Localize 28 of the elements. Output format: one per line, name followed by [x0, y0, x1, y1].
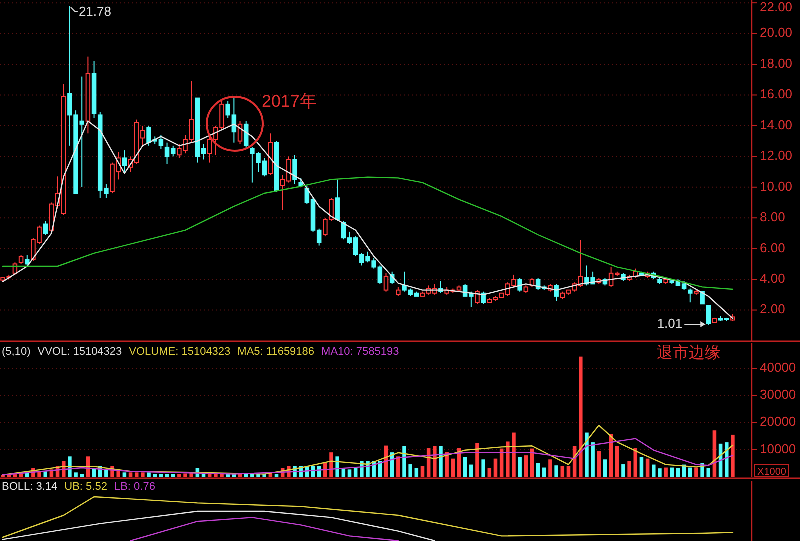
y-tick-label: 20000: [760, 414, 796, 430]
annotation: 1.01: [657, 316, 683, 331]
annotation: VVOL: 15104323: [38, 346, 122, 358]
y-tick-label: 6.00: [760, 240, 786, 256]
y-tick-label: 12.00: [760, 148, 793, 164]
annotation: 21.78: [78, 4, 112, 19]
y-axis-title: X1000: [758, 467, 787, 478]
y-tick-label: 40000: [760, 360, 796, 375]
chart-title: (5,10): [2, 346, 31, 358]
y-tick-label: 18.00: [760, 56, 793, 71]
annotation: 2017年: [262, 92, 317, 111]
series-label: UB: 5.52: [64, 481, 108, 493]
y-tick-label: 4.00: [760, 270, 786, 286]
y-tick-label: 2.00: [760, 302, 786, 317]
y-tick-label: 22.00: [760, 0, 793, 14]
annotation: VOLUME: 15104323: [129, 346, 231, 358]
y-tick-label: 30000: [760, 387, 796, 402]
text: MA10: 7585193: [322, 346, 400, 358]
y-tick-label: 10.00: [760, 178, 793, 194]
y-tick-label: 20.00: [760, 25, 793, 40]
text: LB: 0.76: [114, 481, 156, 493]
text: BOLL: 3.14: [2, 481, 58, 493]
y-tick-label: 10000: [760, 441, 796, 456]
y-tick-label: 16.00: [760, 86, 793, 102]
y-tick-label: 14.00: [760, 117, 793, 132]
y-tick-label: 8.00: [760, 210, 786, 225]
annotation: 退市边缘: [657, 344, 721, 362]
text: MA5: 11659186: [238, 346, 315, 358]
